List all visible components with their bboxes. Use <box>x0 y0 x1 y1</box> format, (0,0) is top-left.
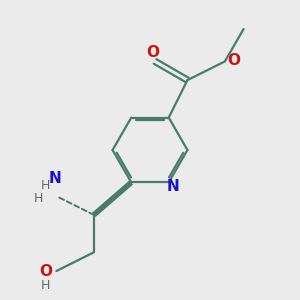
Text: O: O <box>227 53 240 68</box>
Text: O: O <box>147 44 160 59</box>
Text: H: H <box>40 178 50 192</box>
Text: H: H <box>34 191 43 205</box>
Text: H: H <box>41 279 51 292</box>
Text: N: N <box>167 179 180 194</box>
Text: O: O <box>39 263 52 278</box>
Text: N: N <box>48 171 61 186</box>
